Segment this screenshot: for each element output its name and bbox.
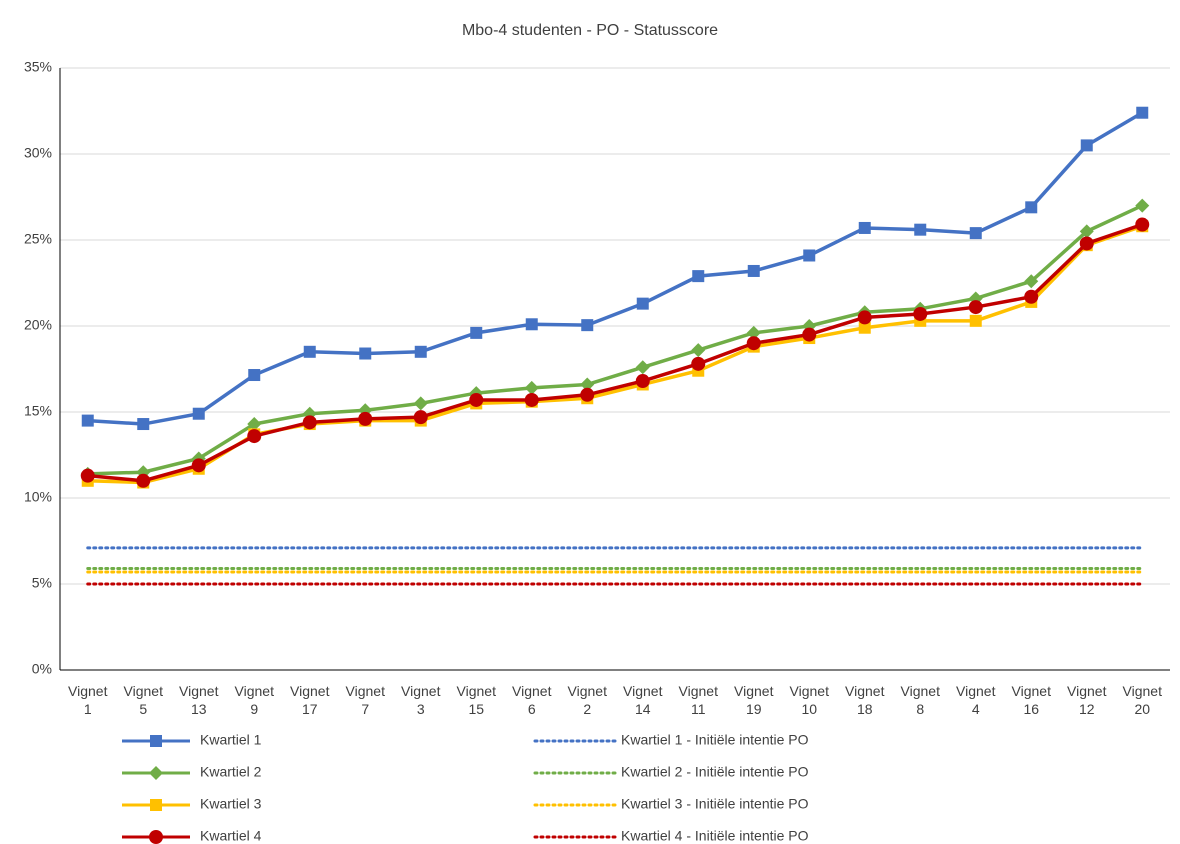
marker — [137, 418, 150, 431]
y-tick-label: 5% — [32, 575, 52, 591]
marker — [414, 345, 427, 358]
x-tick-label: Vignet 7 — [346, 683, 386, 717]
marker — [524, 380, 539, 395]
marker — [192, 407, 205, 420]
marker — [413, 410, 428, 425]
marker — [149, 766, 163, 780]
legend-label: Kwartiel 4 - Initiële intentie PO — [621, 828, 809, 844]
marker — [635, 360, 650, 375]
x-tick-label: Vignet 16 — [1012, 683, 1052, 717]
marker — [746, 336, 761, 351]
y-tick-label: 30% — [24, 145, 52, 161]
marker — [968, 300, 983, 315]
x-tick-label: Vignet 1 — [68, 683, 108, 717]
x-tick-label: Vignet 13 — [179, 683, 219, 717]
marker — [302, 415, 317, 430]
marker — [1136, 106, 1149, 119]
marker — [191, 458, 206, 473]
legend-label: Kwartiel 2 - Initiële intentie PO — [621, 764, 809, 780]
marker — [803, 249, 816, 262]
x-tick-label: Vignet 20 — [1123, 683, 1163, 717]
x-tick-label: Vignet 14 — [623, 683, 663, 717]
marker — [580, 377, 595, 392]
marker — [358, 411, 373, 426]
x-tick-label: Vignet 4 — [956, 683, 996, 717]
marker — [636, 297, 649, 310]
marker — [303, 345, 316, 358]
legend-label: Kwartiel 1 - Initiële intentie PO — [621, 732, 809, 748]
marker — [1079, 236, 1094, 251]
marker — [470, 326, 483, 339]
marker — [746, 325, 761, 340]
legend-label: Kwartiel 3 - Initiële intentie PO — [621, 796, 809, 812]
marker — [1025, 201, 1038, 214]
legend-label: Kwartiel 1 — [200, 732, 262, 748]
y-tick-label: 10% — [24, 489, 52, 505]
x-tick-label: Vignet 2 — [568, 683, 608, 717]
legend-label: Kwartiel 4 — [200, 828, 262, 844]
series-line — [87, 204, 1143, 476]
series-line — [87, 111, 1144, 426]
marker — [580, 387, 595, 402]
series-line — [87, 224, 1143, 485]
marker — [150, 735, 162, 747]
legend-label: Kwartiel 2 — [200, 764, 262, 780]
y-tick-label: 25% — [24, 231, 52, 247]
marker — [691, 343, 706, 358]
chart-title: Mbo-4 studenten - PO - Statusscore — [462, 22, 718, 39]
series-line — [87, 222, 1143, 483]
marker — [1135, 217, 1150, 232]
marker — [747, 264, 760, 277]
marker — [692, 270, 705, 283]
marker — [80, 468, 95, 483]
marker — [969, 227, 982, 240]
marker — [802, 327, 817, 342]
marker — [150, 799, 162, 811]
x-tick-label: Vignet 5 — [124, 683, 164, 717]
legend-label: Kwartiel 3 — [200, 796, 262, 812]
x-tick-label: Vignet 12 — [1067, 683, 1107, 717]
marker — [413, 396, 428, 411]
marker — [581, 319, 594, 332]
x-tick-label: Vignet 19 — [734, 683, 774, 717]
y-tick-label: 0% — [32, 661, 52, 677]
marker — [858, 321, 871, 334]
marker — [136, 473, 151, 488]
x-tick-label: Vignet 11 — [679, 683, 719, 717]
marker — [1024, 289, 1039, 304]
marker — [525, 318, 538, 331]
x-tick-label: Vignet 18 — [845, 683, 885, 717]
marker — [149, 830, 163, 844]
marker — [247, 429, 262, 444]
marker — [248, 369, 261, 382]
x-tick-label: Vignet 3 — [401, 683, 441, 717]
marker — [469, 392, 484, 407]
marker — [858, 221, 871, 234]
marker — [857, 310, 872, 325]
marker — [635, 374, 650, 389]
y-tick-label: 35% — [24, 59, 52, 75]
marker — [524, 392, 539, 407]
marker — [1079, 224, 1094, 239]
marker — [81, 414, 94, 427]
x-tick-label: Vignet 10 — [790, 683, 830, 717]
y-tick-label: 20% — [24, 317, 52, 333]
marker — [913, 306, 928, 321]
marker — [914, 223, 927, 236]
x-tick-label: Vignet 15 — [457, 683, 497, 717]
marker — [359, 347, 372, 360]
x-tick-label: Vignet 6 — [512, 683, 552, 717]
x-tick-label: Vignet 9 — [235, 683, 275, 717]
marker — [691, 356, 706, 371]
marker — [1080, 139, 1093, 152]
marker — [1135, 198, 1150, 213]
x-tick-label: Vignet 17 — [290, 683, 330, 717]
y-tick-label: 15% — [24, 403, 52, 419]
x-tick-label: Vignet 8 — [901, 683, 941, 717]
marker — [969, 314, 982, 327]
marker — [1024, 274, 1039, 289]
marker — [247, 417, 262, 432]
